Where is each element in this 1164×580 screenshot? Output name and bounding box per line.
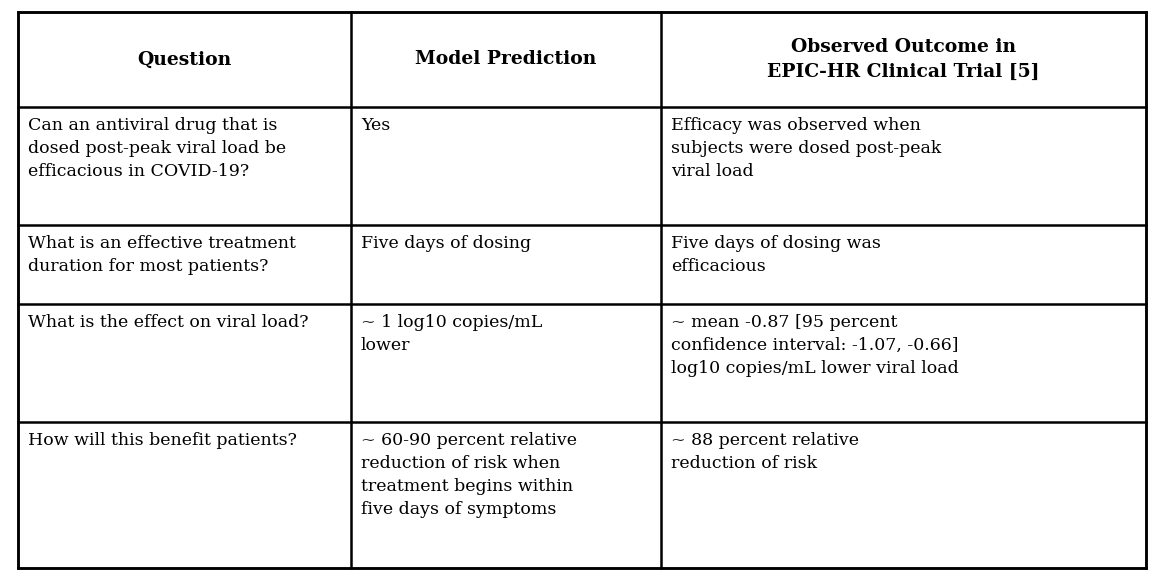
Text: Model Prediction: Model Prediction — [416, 50, 596, 68]
Text: Five days of dosing: Five days of dosing — [361, 235, 531, 252]
Text: Efficacy was observed when
subjects were dosed post-peak
viral load: Efficacy was observed when subjects were… — [670, 117, 942, 180]
Text: What is the effect on viral load?: What is the effect on viral load? — [28, 314, 308, 331]
Text: Five days of dosing was
efficacious: Five days of dosing was efficacious — [670, 235, 881, 275]
Text: Yes: Yes — [361, 117, 390, 134]
Text: What is an effective treatment
duration for most patients?: What is an effective treatment duration … — [28, 235, 296, 275]
Text: How will this benefit patients?: How will this benefit patients? — [28, 433, 297, 450]
Text: ~ mean -0.87 [95 percent
confidence interval: -1.07, -0.66]
log10 copies/mL lowe: ~ mean -0.87 [95 percent confidence inte… — [670, 314, 959, 377]
Text: Question: Question — [137, 50, 232, 68]
Text: ~ 88 percent relative
reduction of risk: ~ 88 percent relative reduction of risk — [670, 433, 859, 472]
Text: Can an antiviral drug that is
dosed post-peak viral load be
efficacious in COVID: Can an antiviral drug that is dosed post… — [28, 117, 286, 180]
Text: Observed Outcome in
EPIC-HR Clinical Trial [5]: Observed Outcome in EPIC-HR Clinical Tri… — [767, 38, 1039, 81]
Text: ~ 1 log10 copies/mL
lower: ~ 1 log10 copies/mL lower — [361, 314, 542, 354]
Text: ~ 60-90 percent relative
reduction of risk when
treatment begins within
five day: ~ 60-90 percent relative reduction of ri… — [361, 433, 576, 518]
